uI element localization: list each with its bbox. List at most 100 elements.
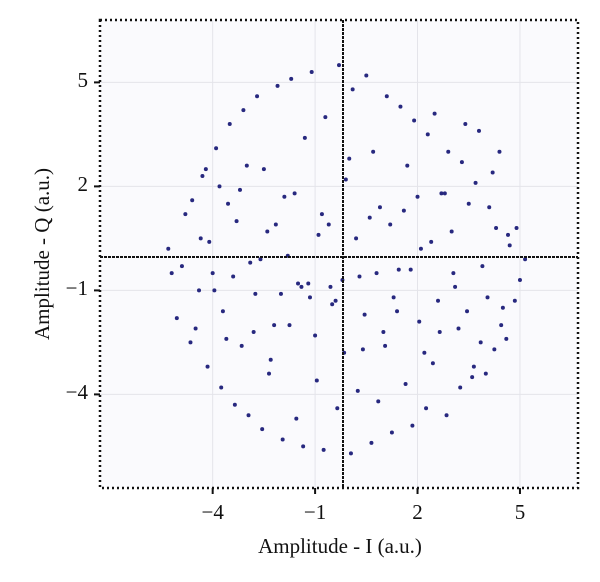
point (272, 323, 277, 328)
point (497, 149, 502, 154)
point (453, 284, 458, 289)
y-tick-label: −4 (66, 380, 89, 404)
point (383, 343, 388, 348)
point (232, 402, 237, 407)
point (319, 212, 324, 217)
point (408, 267, 413, 272)
x-tick-label: 5 (515, 500, 526, 524)
point (246, 413, 251, 418)
point (485, 295, 490, 300)
point (357, 274, 362, 279)
point (200, 174, 205, 178)
point (362, 312, 367, 317)
point (237, 187, 242, 192)
point (203, 167, 208, 172)
point (350, 87, 355, 92)
point (292, 191, 297, 196)
point (430, 361, 435, 366)
point (377, 205, 382, 210)
point (337, 63, 341, 68)
point (224, 336, 229, 341)
point (425, 132, 430, 137)
point (355, 388, 360, 393)
x-tick-label: −4 (201, 500, 224, 524)
point (219, 385, 224, 390)
point (294, 416, 299, 421)
point (403, 382, 408, 386)
point (179, 264, 184, 269)
point (343, 177, 348, 182)
point (313, 333, 318, 338)
point (376, 399, 381, 404)
point (369, 440, 374, 445)
point (227, 122, 232, 126)
point (248, 260, 253, 265)
point (389, 430, 394, 435)
point (487, 205, 492, 210)
point (517, 278, 522, 282)
point (451, 271, 456, 276)
point (398, 104, 403, 109)
point (258, 257, 263, 262)
point (197, 288, 202, 293)
point (492, 347, 497, 352)
point (437, 330, 442, 334)
x-tick-label: 2 (412, 500, 423, 524)
grid (100, 20, 578, 488)
point (207, 239, 212, 244)
point (328, 284, 333, 289)
point (499, 323, 504, 328)
point (463, 122, 468, 126)
point (506, 232, 511, 237)
point (326, 222, 331, 227)
point (255, 94, 260, 99)
point (449, 229, 454, 234)
point (374, 271, 379, 276)
point (241, 108, 246, 113)
plot-frame (98, 18, 580, 490)
point (494, 226, 499, 230)
point (417, 319, 422, 324)
point (415, 194, 420, 199)
point (239, 343, 244, 348)
point (490, 170, 495, 175)
point (309, 70, 314, 74)
point (412, 118, 417, 123)
point (348, 451, 353, 456)
point (226, 201, 231, 206)
point (212, 288, 217, 293)
point (267, 371, 272, 376)
point (483, 371, 488, 376)
point (367, 215, 372, 220)
point (422, 350, 427, 355)
point (307, 295, 312, 300)
point (306, 281, 311, 286)
point (335, 406, 340, 411)
point (436, 298, 441, 303)
point (214, 146, 219, 151)
point (280, 437, 285, 442)
x-tick-label: −1 (304, 500, 326, 524)
point (432, 111, 437, 116)
point (314, 378, 319, 383)
point (301, 444, 306, 449)
point (321, 447, 326, 452)
y-tick-label: 2 (78, 172, 89, 196)
point (244, 163, 249, 168)
point (364, 73, 369, 78)
point (456, 326, 461, 331)
point (401, 208, 406, 213)
point (395, 309, 400, 314)
point (278, 291, 283, 296)
point (504, 336, 509, 341)
point (275, 83, 280, 88)
point (446, 149, 451, 154)
point (458, 385, 463, 390)
point (190, 198, 195, 203)
point (205, 364, 210, 369)
point (442, 191, 447, 196)
point (287, 323, 292, 328)
point (166, 246, 171, 251)
point (217, 184, 222, 189)
